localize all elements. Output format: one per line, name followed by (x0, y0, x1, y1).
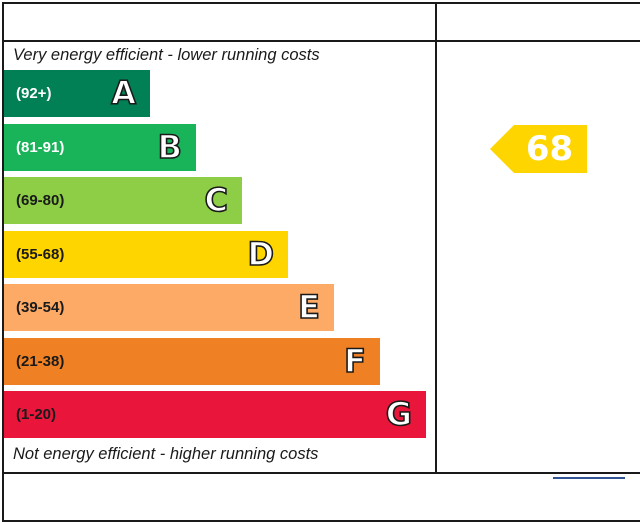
band-d: (55-68) D (4, 231, 288, 278)
band-letter: F (343, 341, 366, 381)
header-divider (2, 40, 640, 42)
bottom-caption: Not energy efficient - higher running co… (13, 445, 319, 463)
band-letter: C (204, 180, 229, 220)
current-rating-arrow (490, 125, 587, 173)
band-range-label: (39-54) (16, 299, 65, 316)
current-rating-pointer: 68 (490, 125, 587, 173)
top-caption: Very energy efficient - lower running co… (13, 46, 320, 64)
band-letter: G (385, 394, 413, 434)
current-rating-value: 68 (525, 129, 574, 169)
band-a: (92+) A (4, 70, 150, 117)
corner-mark (553, 477, 625, 479)
bottom-divider (2, 472, 640, 474)
band-f: (21-38) F (4, 338, 380, 385)
band-letter: E (297, 287, 320, 327)
column-divider (435, 2, 437, 474)
band-letter: B (157, 127, 183, 167)
band-letter: A (110, 73, 136, 113)
band-range-label: (55-68) (16, 246, 65, 263)
band-range-label: (69-80) (16, 192, 65, 209)
band-range-label: (21-38) (16, 353, 65, 370)
band-g: (1-20) G (4, 391, 426, 438)
band-c: (69-80) C (4, 177, 242, 224)
band-e: (39-54) E (4, 284, 334, 331)
band-b: (81-91) B (4, 124, 196, 171)
band-range-label: (1-20) (16, 406, 57, 423)
band-range-label: (81-91) (16, 139, 65, 156)
band-range-label: (92+) (16, 85, 52, 102)
band-letter: D (247, 234, 275, 274)
